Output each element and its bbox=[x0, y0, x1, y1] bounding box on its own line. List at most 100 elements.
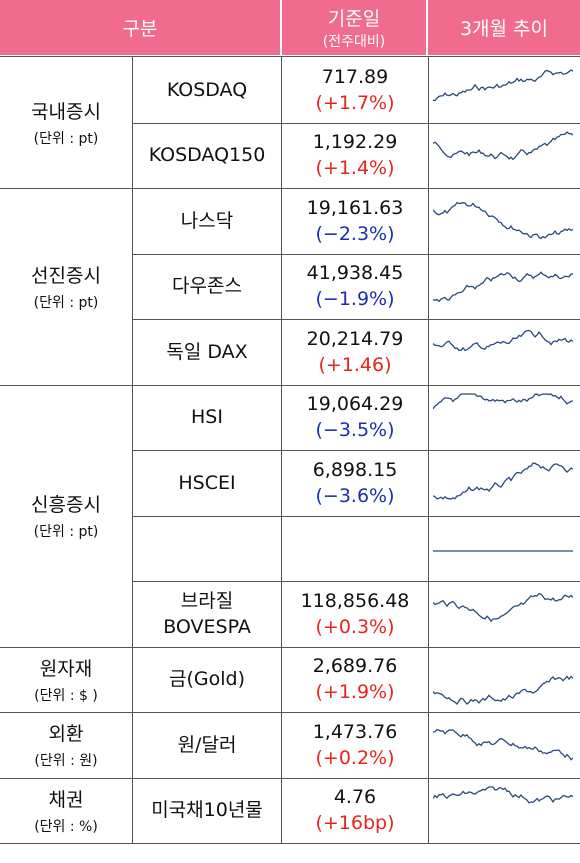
divider bbox=[428, 188, 429, 385]
group-name: 국내증시 bbox=[31, 101, 101, 123]
group-cell: 외환 (단위 : 원) bbox=[0, 712, 132, 778]
divider bbox=[428, 777, 429, 843]
header-subtext: (전주대비) bbox=[322, 34, 386, 50]
sparkline bbox=[433, 392, 573, 409]
divider bbox=[132, 581, 580, 582]
item-value: 19,161.63 bbox=[306, 196, 404, 219]
name-cell: HSI bbox=[133, 385, 281, 451]
sparkline bbox=[433, 69, 573, 102]
item-change: (−1.9%) bbox=[315, 288, 395, 311]
value-cell: 4.76 (+16bp) bbox=[282, 778, 428, 844]
sparkline bbox=[433, 201, 573, 240]
divider bbox=[132, 712, 133, 778]
value-cell bbox=[282, 516, 428, 582]
name-cell: 미국채10년물 bbox=[133, 778, 281, 844]
name-cell bbox=[133, 516, 281, 582]
item-value: 2,689.76 bbox=[312, 655, 398, 678]
item-change: (+1.46) bbox=[318, 353, 392, 376]
value-cell: 41,938.45 (−1.9%) bbox=[282, 254, 428, 320]
value-cell: 6,898.15 (−3.6%) bbox=[282, 450, 428, 516]
item-value: 6,898.15 bbox=[312, 458, 398, 481]
item-name: 금(Gold) bbox=[169, 668, 245, 691]
group-name: 신흥증시 bbox=[31, 494, 101, 516]
value-cell: 1,192.29 (+1.4%) bbox=[282, 123, 428, 189]
sparkline-path bbox=[433, 674, 573, 705]
group-cell: 원자재 (단위 : $ ) bbox=[0, 647, 132, 713]
divider bbox=[428, 646, 429, 712]
name-cell: 독일 DAX bbox=[133, 319, 281, 385]
item-value: 717.89 bbox=[321, 65, 389, 88]
item-value: 4.76 bbox=[333, 786, 377, 809]
group-name: 채권 bbox=[48, 788, 84, 811]
sparkline bbox=[433, 270, 573, 302]
sparkline bbox=[433, 462, 573, 500]
divider bbox=[281, 646, 282, 712]
group-cell: 국내증시 (단위 : pt) bbox=[0, 57, 132, 188]
item-change: (−3.6%) bbox=[315, 484, 395, 507]
name-cell: 브라질 BOVESPA bbox=[133, 581, 281, 647]
item-value: 19,064.29 bbox=[306, 393, 404, 416]
sparkline bbox=[433, 785, 573, 804]
divider bbox=[0, 384, 580, 386]
divider bbox=[0, 843, 580, 844]
sparkline-path bbox=[433, 592, 573, 623]
item-change: (+0.2%) bbox=[315, 746, 395, 769]
group-cell: 신흥증시 (단위 : pt) bbox=[0, 385, 132, 647]
item-change: (+0.3%) bbox=[315, 615, 395, 638]
group-unit: (단위 : pt) bbox=[33, 524, 99, 540]
item-name: 다우존스 bbox=[172, 275, 242, 298]
sparkline-path bbox=[433, 130, 573, 160]
group-name: 선진증시 bbox=[31, 264, 101, 287]
sparkline bbox=[433, 592, 573, 623]
divider bbox=[132, 777, 133, 843]
header-text: 구분 bbox=[122, 18, 158, 40]
name-cell: 금(Gold) bbox=[133, 647, 281, 713]
divider bbox=[132, 450, 580, 451]
value-cell: 19,064.29 (−3.5%) bbox=[282, 385, 428, 451]
value-cell: 118,856.48 (+0.3%) bbox=[282, 581, 428, 647]
header-text: 기준일 bbox=[327, 8, 381, 30]
header-text: 3개월 추이 bbox=[459, 18, 549, 40]
sparkline bbox=[433, 728, 573, 761]
group-cell: 채권 (단위 : %) bbox=[0, 778, 132, 844]
header-cell: 구분 bbox=[0, 0, 280, 55]
divider bbox=[132, 122, 580, 124]
item-change: (+1.9%) bbox=[315, 681, 395, 704]
item-value: 1,473.76 bbox=[312, 720, 398, 743]
divider bbox=[132, 188, 133, 385]
divider bbox=[428, 57, 429, 188]
name-cell: 원/달러 bbox=[133, 712, 281, 778]
sparkline-path bbox=[433, 329, 573, 352]
item-name: 나스닥 bbox=[180, 209, 234, 232]
divider bbox=[428, 384, 429, 647]
sparkline bbox=[433, 549, 573, 552]
divider bbox=[0, 188, 580, 189]
item-value: 41,938.45 bbox=[306, 262, 404, 285]
sparkline-path bbox=[433, 462, 573, 500]
divider bbox=[428, 712, 429, 778]
divider bbox=[132, 384, 133, 647]
group-unit: (단위 : pt) bbox=[33, 131, 99, 147]
item-name: KOSDAQ bbox=[166, 78, 248, 101]
divider bbox=[0, 56, 580, 57]
divider bbox=[132, 319, 580, 320]
divider bbox=[281, 188, 282, 385]
name-cell: 다우존스 bbox=[133, 254, 281, 320]
sparkline bbox=[433, 329, 573, 352]
item-name: HSI bbox=[191, 406, 223, 429]
item-change: (+16bp) bbox=[315, 812, 395, 835]
sparkline-path bbox=[433, 728, 573, 761]
item-name: HSCEI bbox=[178, 471, 236, 494]
item-change: (−2.3%) bbox=[315, 222, 395, 245]
divider bbox=[281, 777, 282, 843]
item-change: (+1.4%) bbox=[315, 157, 395, 180]
item-change: (+1.7%) bbox=[315, 91, 395, 114]
item-name: 미국채10년물 bbox=[151, 799, 263, 822]
value-cell: 19,161.63 (−2.3%) bbox=[282, 188, 428, 254]
divider bbox=[0, 777, 580, 779]
divider bbox=[132, 515, 580, 517]
item-value: 118,856.48 bbox=[300, 589, 410, 612]
value-cell: 717.89 (+1.7%) bbox=[282, 57, 428, 123]
sparkline-path bbox=[433, 270, 573, 302]
